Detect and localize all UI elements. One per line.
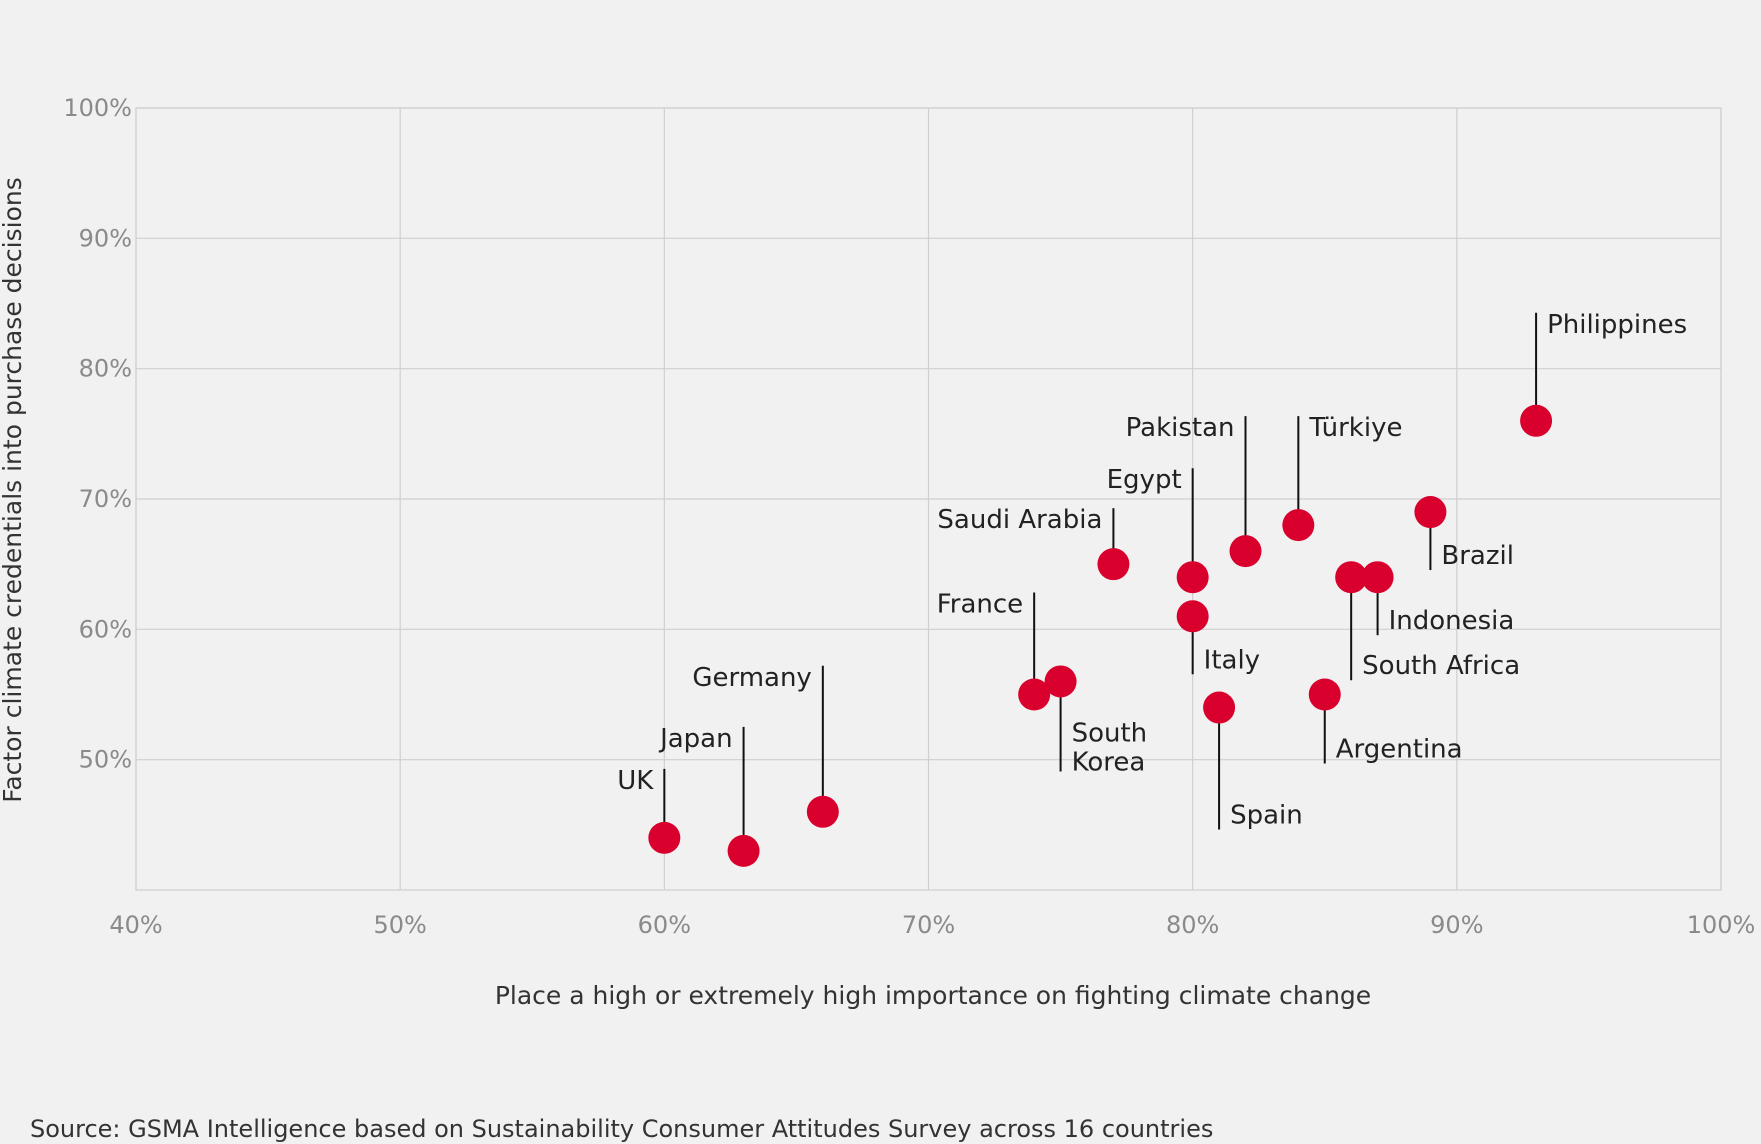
- x-tick-label: 80%: [1166, 911, 1219, 939]
- label-saudi-arabia: Saudi Arabia: [937, 505, 1102, 535]
- point-south-korea: [1044, 665, 1077, 698]
- data-points: [648, 404, 1553, 867]
- label-t-rkiye: Türkiye: [1308, 413, 1402, 443]
- source-note: Source: GSMA Intelligence based on Susta…: [30, 1115, 1214, 1143]
- label-egypt: Egypt: [1107, 465, 1182, 495]
- point-spain: [1203, 691, 1236, 724]
- tick-labels: 40% 50% 60% 70% 80% 90% 100% 50% 60% 70% 80% 90% 100…: [63, 94, 1755, 939]
- point-indonesia: [1361, 561, 1394, 594]
- label-france: France: [937, 590, 1023, 620]
- x-tick-label: 40%: [109, 911, 162, 939]
- x-tick-label: 70%: [902, 911, 955, 939]
- label-japan: Japan: [658, 724, 733, 754]
- point-philippines: [1520, 404, 1553, 437]
- leader-lines: [663, 312, 1538, 851]
- y-tick-label: 60%: [79, 615, 132, 643]
- point-france: [1018, 678, 1051, 711]
- point-pakistan: [1229, 535, 1262, 568]
- y-tick-label: 80%: [79, 355, 132, 383]
- point-t-rkiye: [1282, 509, 1315, 542]
- label-south-africa: South Africa: [1362, 651, 1520, 681]
- label-south-korea: South Korea: [1072, 718, 1148, 777]
- label-pakistan: Pakistan: [1126, 413, 1235, 443]
- y-axis-label: Factor climate credentials into purchase…: [0, 177, 27, 802]
- x-tick-label: 60%: [638, 911, 691, 939]
- point-south-africa: [1335, 561, 1368, 594]
- point-argentina: [1308, 678, 1341, 711]
- point-japan: [727, 834, 760, 867]
- label-philippines: Philippines: [1547, 310, 1687, 340]
- label-italy: Italy: [1204, 645, 1260, 675]
- label-germany: Germany: [692, 663, 812, 693]
- x-tick-label: 90%: [1430, 911, 1483, 939]
- grid: [135, 107, 1722, 891]
- label-indonesia: Indonesia: [1389, 606, 1515, 636]
- label-brazil: Brazil: [1441, 541, 1514, 571]
- x-axis-label: Place a high or extremely high importanc…: [495, 981, 1371, 1010]
- y-tick-label: 90%: [79, 224, 132, 252]
- point-saudi-arabia: [1097, 548, 1130, 581]
- label-uk: UK: [617, 766, 654, 796]
- point-italy: [1176, 600, 1209, 633]
- x-tick-label: 50%: [373, 911, 426, 939]
- point-brazil: [1414, 496, 1447, 529]
- point-egypt: [1176, 561, 1209, 594]
- label-argentina: Argentina: [1336, 735, 1463, 765]
- label-spain: Spain: [1230, 801, 1303, 831]
- point-germany: [806, 795, 839, 828]
- y-tick-label: 100%: [63, 94, 132, 122]
- x-tick-label: 100%: [1687, 911, 1756, 939]
- point-uk: [648, 821, 681, 854]
- y-tick-label: 70%: [79, 485, 132, 513]
- y-tick-label: 50%: [79, 746, 132, 774]
